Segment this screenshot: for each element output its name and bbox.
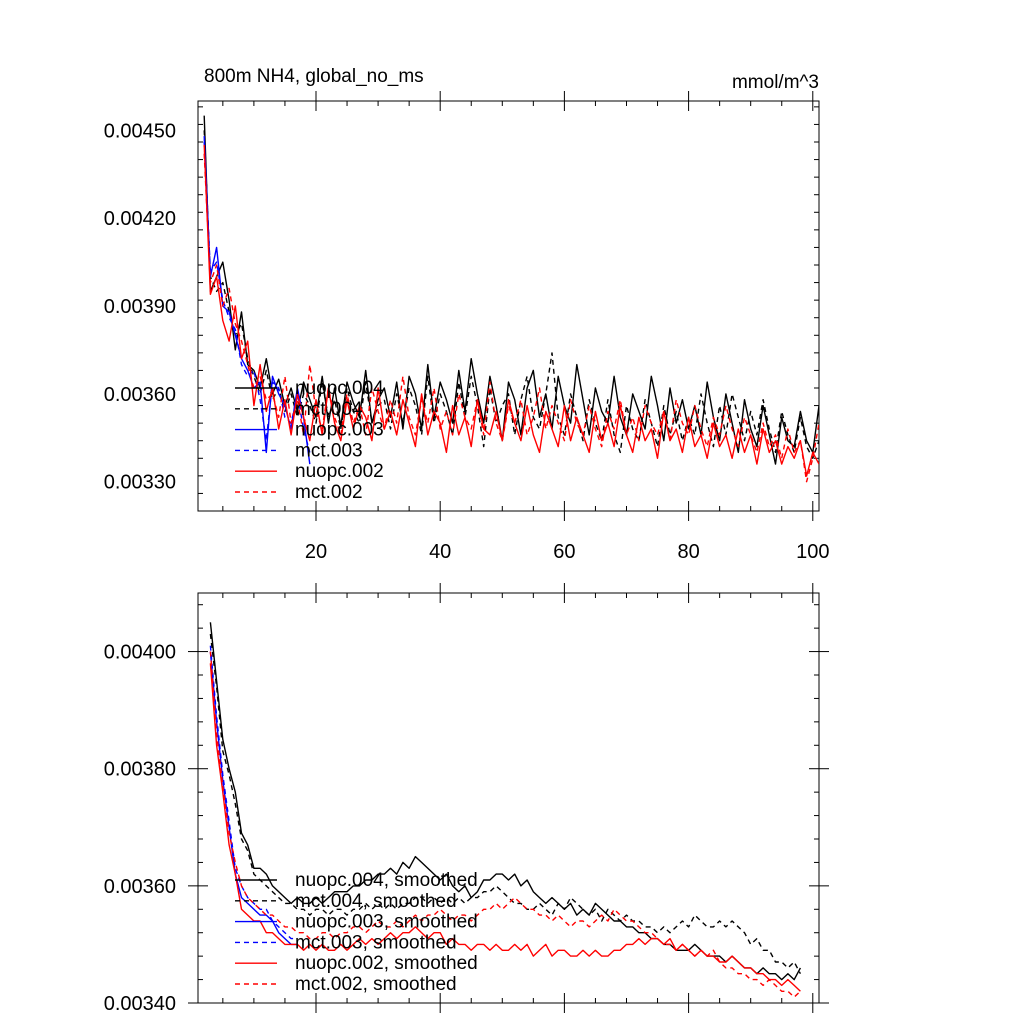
series-line-nuopc-002	[203, 144, 819, 477]
legend-label: nuopc.004, smoothed	[295, 870, 478, 891]
y-tick-label: 0.00360	[104, 876, 176, 898]
legend: nuopc.004mct.004nuopc.003mct.003nuopc.00…	[235, 378, 384, 503]
y-tick-label: 0.00330	[104, 472, 176, 494]
legend-label: mct.002	[295, 482, 363, 503]
chart-title: 800m NH4, global_no_ms	[204, 66, 424, 87]
legend-label: mct.003, smoothed	[295, 932, 457, 953]
y-tick-label: 0.00340	[104, 993, 176, 1015]
plot-frame	[197, 592, 820, 1004]
panel-raw: 800m NH4, global_no_ms mmol/m^3 20 40 60 80…	[104, 66, 830, 563]
series-line-mct-003-smoothed	[209, 645, 298, 940]
legend-label: nuopc.002, smoothed	[295, 953, 478, 974]
panel-smoothed: 0.00340 0.00360 0.00380 0.00400 nuopc.004, s…	[104, 583, 829, 1015]
series-group	[203, 115, 819, 483]
legend-label: mct.004, smoothed	[295, 891, 457, 912]
legend-label: nuopc.002	[295, 461, 384, 482]
y-tick-label: 0.00450	[104, 120, 176, 142]
legend-label: nuopc.004	[295, 378, 384, 399]
legend-label: nuopc.003	[295, 420, 384, 441]
x-tick-label: 20	[305, 541, 327, 563]
series-line-mct-004-smoothed	[209, 633, 802, 975]
legend-label: mct.004	[295, 399, 363, 420]
series-line-mct-004	[203, 130, 819, 459]
chart-units: mmol/m^3	[732, 72, 819, 93]
y-tick-label: 0.00420	[104, 208, 176, 230]
y-tick-label: 0.00380	[104, 759, 176, 781]
x-tick-label: 40	[429, 541, 451, 563]
series-group	[209, 622, 802, 998]
y-tick-label: 0.00390	[104, 296, 176, 318]
legend-label: mct.003	[295, 440, 363, 461]
x-tick-label: 60	[553, 541, 575, 563]
series-line-nuopc-003-smoothed	[209, 651, 298, 946]
y-tick-label: 0.00360	[104, 384, 176, 406]
x-tick-label: 100	[796, 541, 829, 563]
x-tick-label: 80	[677, 541, 699, 563]
series-line-mct-002-smoothed	[209, 651, 801, 998]
plot-frame	[197, 100, 820, 512]
y-tick-label: 0.00400	[104, 642, 176, 664]
legend-label: mct.002, smoothed	[295, 974, 457, 995]
legend-label: nuopc.003, smoothed	[295, 912, 478, 933]
series-line-mct-002	[203, 153, 819, 483]
